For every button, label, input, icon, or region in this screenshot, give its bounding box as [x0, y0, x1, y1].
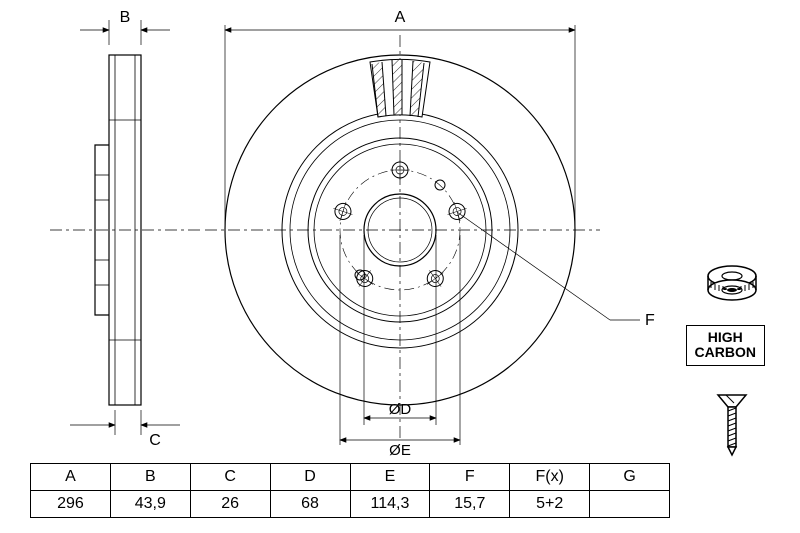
- table-cell: 296: [31, 491, 111, 518]
- side-view: B C: [50, 9, 200, 449]
- table-header: C: [190, 464, 270, 491]
- label-e: ØE: [389, 442, 411, 459]
- screw-icon: [712, 385, 752, 460]
- table-header-row: A B C D E F F(x) G: [31, 464, 670, 491]
- table-cell: 5+2: [510, 491, 590, 518]
- label-b: B: [120, 9, 131, 26]
- technical-drawing: B C: [0, 0, 800, 460]
- table-cell: 68: [270, 491, 350, 518]
- badge-line1: HIGH: [708, 329, 743, 345]
- table-value-row: 296 43,9 26 68 114,3 15,7 5+2: [31, 491, 670, 518]
- dimension-table: A B C D E F F(x) G 296 43,9 26 68 114,3 …: [30, 463, 670, 518]
- label-c: C: [149, 432, 161, 449]
- table-cell: 114,3: [350, 491, 430, 518]
- table-header: F: [430, 464, 510, 491]
- badge-line2: CARBON: [695, 344, 756, 360]
- front-view: A ØD ØE F: [205, 9, 655, 459]
- label-a: A: [395, 9, 406, 26]
- table-cell: [590, 491, 670, 518]
- table-header: G: [590, 464, 670, 491]
- table-cell: 15,7: [430, 491, 510, 518]
- table-header: A: [31, 464, 111, 491]
- table-header: B: [110, 464, 190, 491]
- label-f: F: [645, 312, 655, 329]
- table-cell: 43,9: [110, 491, 190, 518]
- label-d: ØD: [389, 401, 412, 418]
- cutaway-vanes: [370, 59, 430, 117]
- table-header: D: [270, 464, 350, 491]
- high-carbon-badge: HIGH CARBON: [686, 325, 765, 366]
- table-cell: 26: [190, 491, 270, 518]
- ventilated-disc-icon: [705, 260, 760, 310]
- table-header: E: [350, 464, 430, 491]
- table-header: F(x): [510, 464, 590, 491]
